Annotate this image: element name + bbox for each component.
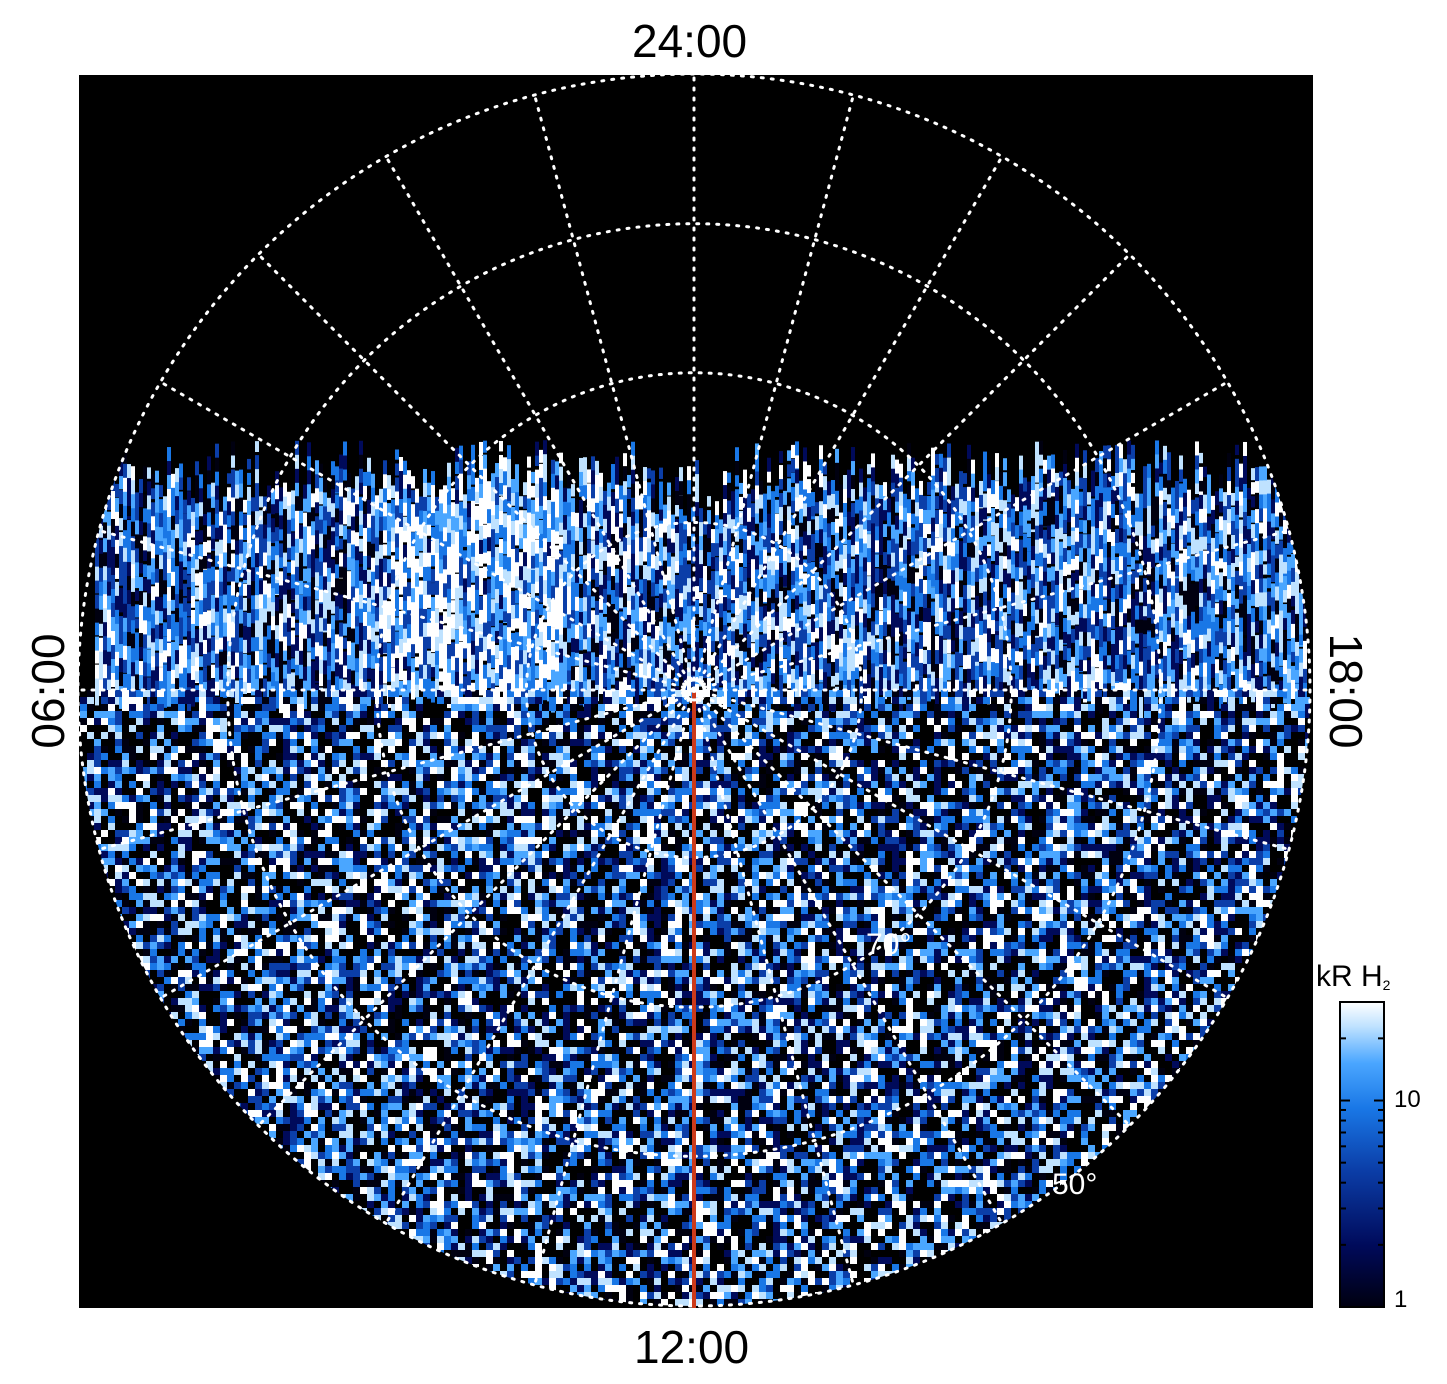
colorbar-tick-10: 10 xyxy=(1394,1086,1421,1114)
label-12-00: 12:00 xyxy=(634,1324,749,1370)
colorbar-title: kR H2 xyxy=(1316,960,1390,994)
label-24-00: 24:00 xyxy=(632,18,747,64)
colorbar-title-subscript: 2 xyxy=(1383,977,1391,993)
label-06-00: 06:00 xyxy=(25,623,71,759)
colorbar xyxy=(1340,1002,1384,1307)
colorbar-title-main: kR H xyxy=(1316,960,1383,993)
colorbar-tick-1: 1 xyxy=(1394,1286,1407,1314)
pole-dot xyxy=(691,687,697,693)
label-18-00: 18:00 xyxy=(1323,623,1369,759)
latitude-label-70: 70° xyxy=(866,928,911,962)
latitude-label-50: 50° xyxy=(1052,1168,1097,1202)
